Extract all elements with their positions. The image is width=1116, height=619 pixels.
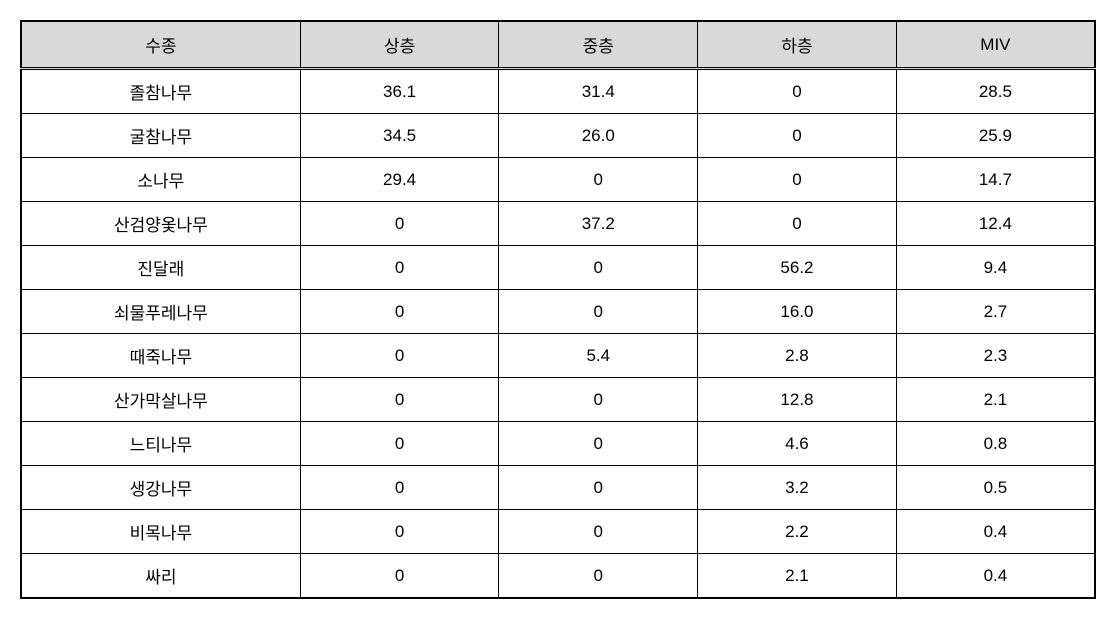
col-header-upper: 상층 [300, 21, 499, 69]
cell-miv: 2.3 [896, 334, 1095, 378]
species-table: 수종 상층 중층 하층 MIV 졸참나무 36.1 31.4 0 28.5 굴참… [20, 20, 1096, 599]
cell-middle: 5.4 [499, 334, 698, 378]
cell-middle: 0 [499, 510, 698, 554]
cell-species: 진달래 [21, 246, 300, 290]
cell-species: 산가막살나무 [21, 378, 300, 422]
cell-species: 쇠물푸레나무 [21, 290, 300, 334]
cell-middle: 0 [499, 246, 698, 290]
cell-middle: 0 [499, 290, 698, 334]
cell-species: 느티나무 [21, 422, 300, 466]
cell-species: 졸참나무 [21, 69, 300, 114]
cell-miv: 0.4 [896, 510, 1095, 554]
cell-upper: 34.5 [300, 114, 499, 158]
cell-upper: 0 [300, 246, 499, 290]
table-row: 졸참나무 36.1 31.4 0 28.5 [21, 69, 1095, 114]
table-row: 느티나무 0 0 4.6 0.8 [21, 422, 1095, 466]
cell-species: 때죽나무 [21, 334, 300, 378]
cell-middle: 26.0 [499, 114, 698, 158]
cell-upper: 0 [300, 202, 499, 246]
table-container: 수종 상층 중층 하층 MIV 졸참나무 36.1 31.4 0 28.5 굴참… [20, 20, 1096, 599]
table-row: 생강나무 0 0 3.2 0.5 [21, 466, 1095, 510]
col-header-middle: 중층 [499, 21, 698, 69]
table-row: 쇠물푸레나무 0 0 16.0 2.7 [21, 290, 1095, 334]
cell-lower: 0 [698, 69, 897, 114]
cell-miv: 9.4 [896, 246, 1095, 290]
cell-miv: 0.4 [896, 554, 1095, 599]
cell-miv: 2.1 [896, 378, 1095, 422]
cell-lower: 2.1 [698, 554, 897, 599]
cell-miv: 0.8 [896, 422, 1095, 466]
cell-lower: 12.8 [698, 378, 897, 422]
cell-miv: 25.9 [896, 114, 1095, 158]
table-header-row: 수종 상층 중층 하층 MIV [21, 21, 1095, 69]
col-header-species: 수종 [21, 21, 300, 69]
cell-species: 싸리 [21, 554, 300, 599]
cell-miv: 14.7 [896, 158, 1095, 202]
cell-upper: 0 [300, 422, 499, 466]
cell-lower: 0 [698, 158, 897, 202]
cell-upper: 0 [300, 290, 499, 334]
table-row: 진달래 0 0 56.2 9.4 [21, 246, 1095, 290]
cell-middle: 0 [499, 554, 698, 599]
cell-lower: 4.6 [698, 422, 897, 466]
cell-lower: 56.2 [698, 246, 897, 290]
cell-middle: 31.4 [499, 69, 698, 114]
cell-miv: 2.7 [896, 290, 1095, 334]
cell-upper: 0 [300, 334, 499, 378]
cell-middle: 0 [499, 378, 698, 422]
cell-miv: 0.5 [896, 466, 1095, 510]
table-row: 싸리 0 0 2.1 0.4 [21, 554, 1095, 599]
cell-miv: 28.5 [896, 69, 1095, 114]
table-row: 산가막살나무 0 0 12.8 2.1 [21, 378, 1095, 422]
cell-upper: 0 [300, 554, 499, 599]
cell-middle: 0 [499, 158, 698, 202]
cell-upper: 0 [300, 378, 499, 422]
cell-lower: 0 [698, 114, 897, 158]
table-row: 굴참나무 34.5 26.0 0 25.9 [21, 114, 1095, 158]
cell-middle: 37.2 [499, 202, 698, 246]
cell-species: 소나무 [21, 158, 300, 202]
cell-middle: 0 [499, 422, 698, 466]
col-header-lower: 하층 [698, 21, 897, 69]
cell-species: 생강나무 [21, 466, 300, 510]
cell-middle: 0 [499, 466, 698, 510]
table-row: 때죽나무 0 5.4 2.8 2.3 [21, 334, 1095, 378]
cell-upper: 29.4 [300, 158, 499, 202]
cell-miv: 12.4 [896, 202, 1095, 246]
table-row: 산검양옻나무 0 37.2 0 12.4 [21, 202, 1095, 246]
cell-lower: 16.0 [698, 290, 897, 334]
cell-lower: 2.8 [698, 334, 897, 378]
cell-lower: 0 [698, 202, 897, 246]
cell-lower: 2.2 [698, 510, 897, 554]
table-row: 비목나무 0 0 2.2 0.4 [21, 510, 1095, 554]
cell-species: 굴참나무 [21, 114, 300, 158]
cell-upper: 0 [300, 510, 499, 554]
cell-species: 비목나무 [21, 510, 300, 554]
cell-species: 산검양옻나무 [21, 202, 300, 246]
table-body: 졸참나무 36.1 31.4 0 28.5 굴참나무 34.5 26.0 0 2… [21, 69, 1095, 599]
cell-upper: 36.1 [300, 69, 499, 114]
cell-upper: 0 [300, 466, 499, 510]
table-row: 소나무 29.4 0 0 14.7 [21, 158, 1095, 202]
col-header-miv: MIV [896, 21, 1095, 69]
cell-lower: 3.2 [698, 466, 897, 510]
